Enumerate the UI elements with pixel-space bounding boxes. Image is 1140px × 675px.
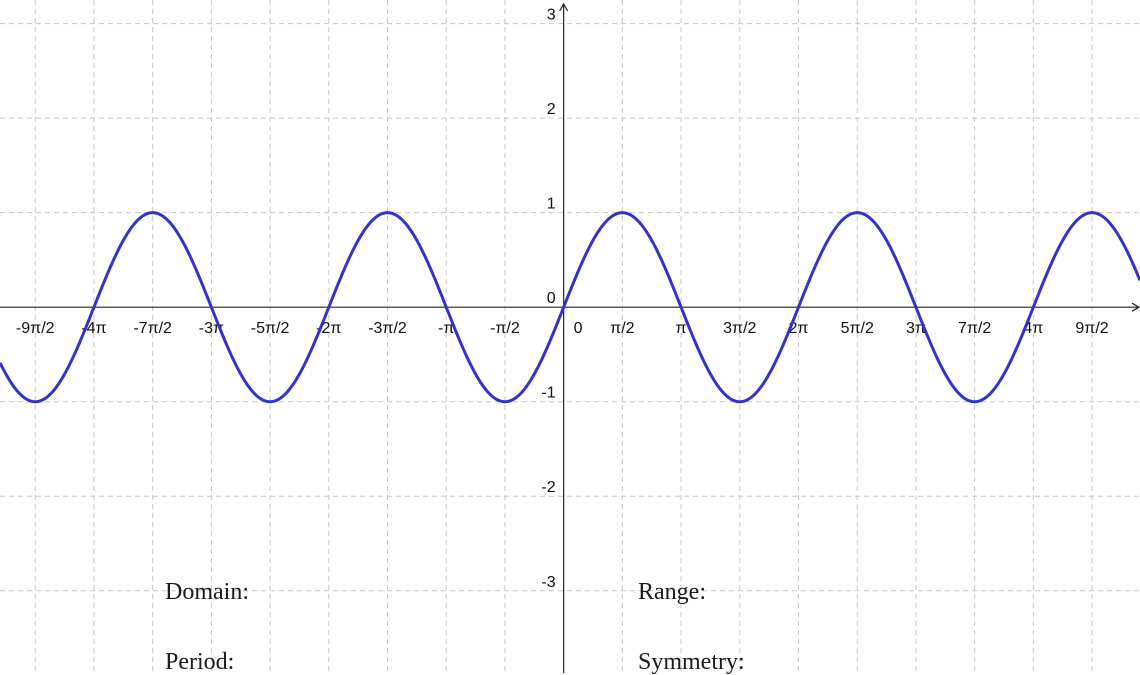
y-tick-label: 3 (547, 7, 556, 24)
x-tick-label: π/2 (610, 320, 634, 337)
x-tick-label: 4π (1023, 320, 1043, 337)
range-label: Range: (638, 579, 706, 605)
x-tick-label: π (676, 320, 687, 337)
tick-labels: -9π/2 -4π -7π/2 -3π -5π/2 -2π -3π/2 -π -π/2 0 π/2 π… (16, 7, 1109, 591)
x-tick-label: -9π/2 (16, 320, 55, 337)
period-label: Period: (165, 649, 235, 675)
sine-curve (0, 211, 1140, 404)
x-tick-label: 3π/2 (723, 320, 756, 337)
y-tick-label: 1 (547, 196, 556, 213)
x-tick-label: -7π/2 (133, 320, 172, 337)
domain-label: Domain: (165, 579, 249, 605)
x-tick-label: -5π/2 (251, 320, 290, 337)
x-tick-label: 9π/2 (1075, 320, 1108, 337)
y-tick-label: -1 (541, 385, 555, 402)
y-tick-label: -3 (541, 574, 555, 591)
sine-curve-series (0, 211, 1140, 404)
x-tick-label: 7π/2 (958, 320, 991, 337)
y-axis-arrow-icon (559, 2, 569, 12)
y-tick-label: 2 (547, 101, 556, 118)
y-tick-label: -2 (541, 479, 555, 496)
x-tick-label: 3π (906, 320, 926, 337)
symmetry-label: Symmetry: (638, 649, 745, 675)
x-tick-label: -π (438, 320, 454, 337)
x-tick-label: -3π/2 (368, 320, 407, 337)
y-tick-label: 0 (547, 290, 556, 307)
x-tick-label: -π/2 (490, 320, 520, 337)
x-tick-label: 0 (574, 320, 583, 337)
x-axis-arrow-icon (1131, 302, 1140, 312)
x-tick-label: 5π/2 (841, 320, 874, 337)
x-tick-label: 2π (789, 320, 809, 337)
